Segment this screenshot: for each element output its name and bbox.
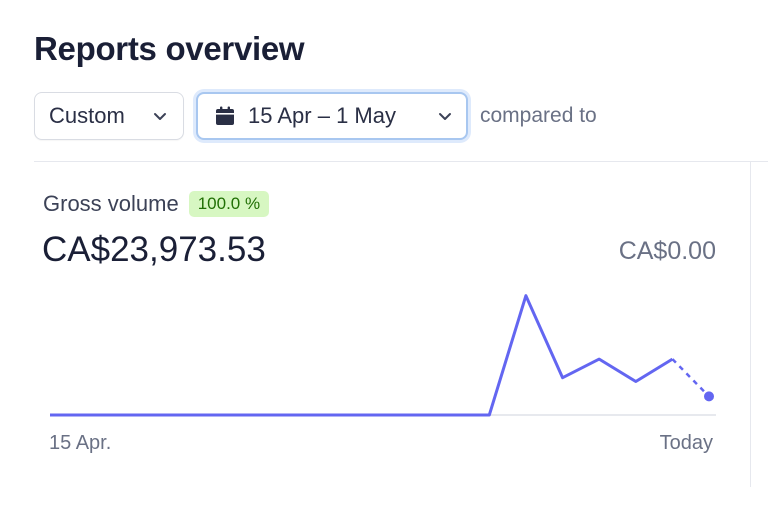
current-point[interactable]: [704, 391, 714, 402]
section-divider: [34, 161, 768, 162]
x-axis-end-label: Today: [659, 432, 713, 454]
period-select[interactable]: Custom: [34, 92, 184, 140]
metric-label[interactable]: Gross volume: [43, 191, 179, 216]
comparison-value: CA$0.00: [618, 237, 716, 265]
series-projection-line: [671, 358, 710, 398]
calendar-icon: [216, 106, 234, 125]
x-axis-start-label: 15 Apr.: [49, 432, 112, 454]
metric-value: CA$23,973.53: [42, 230, 266, 269]
page-title: Reports overview: [34, 30, 305, 67]
change-badge: 100.0 %: [188, 191, 270, 217]
column-divider: [750, 162, 751, 487]
series-line: [50, 294, 674, 417]
metric-header: Gross volume 100.0 %: [43, 191, 270, 217]
compared-to-label[interactable]: compared to: [480, 104, 597, 127]
chevron-down-icon: [154, 113, 166, 120]
period-select-label: Custom: [49, 103, 125, 128]
date-range-label: 15 Apr – 1 May: [248, 103, 396, 128]
filter-bar: Custom 15 Apr – 1 May compared to: [34, 92, 597, 140]
date-range-select[interactable]: 15 Apr – 1 May: [196, 92, 468, 140]
chevron-down-icon: [439, 113, 451, 120]
